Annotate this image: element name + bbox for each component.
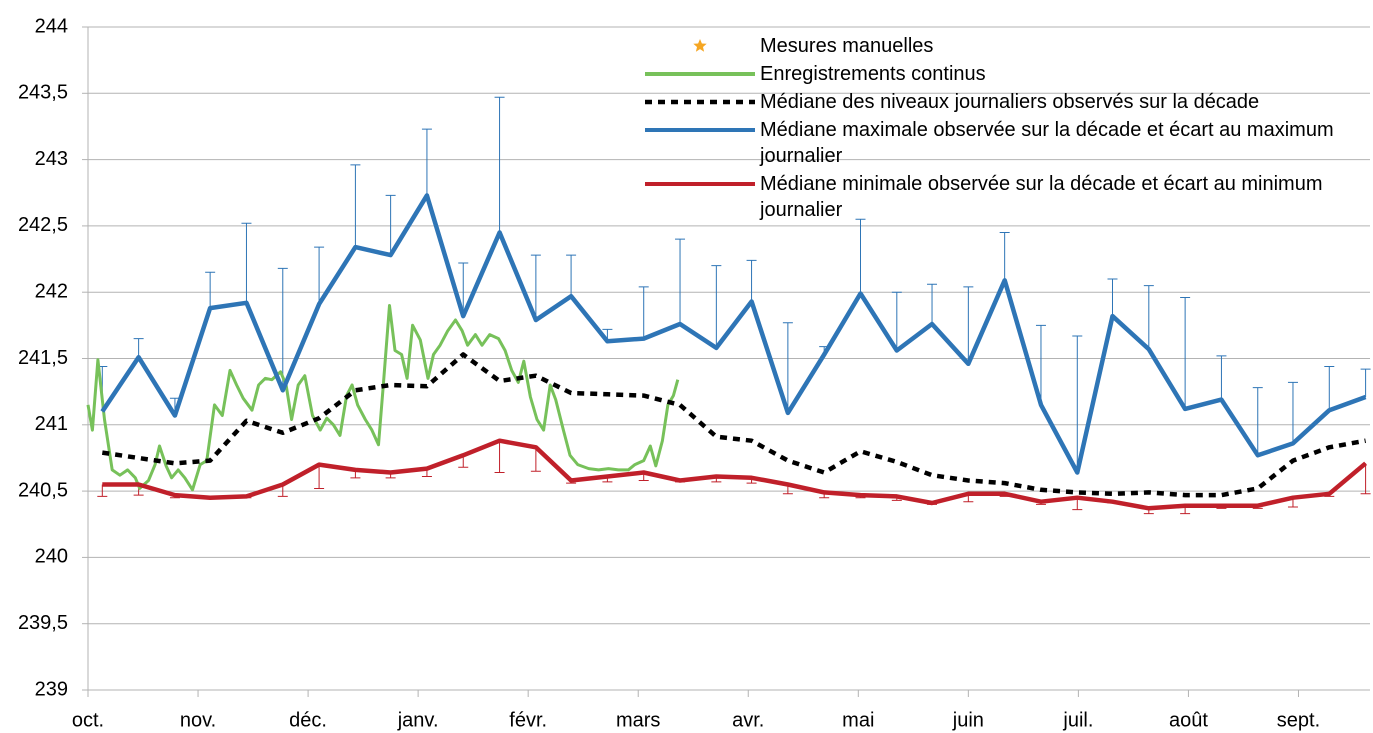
x-tick-label: juin	[952, 709, 984, 731]
y-tick-label: 240,5	[18, 479, 68, 501]
y-tick-label: 241	[35, 413, 68, 435]
error-bar	[1252, 387, 1263, 456]
y-tick-label: 243	[35, 148, 68, 170]
error-bar	[746, 259, 757, 302]
legend: Mesures manuelles Enregistrements continu…	[760, 33, 1372, 225]
y-tick-label: 241,5	[18, 347, 68, 369]
x-tick-label: juil.	[1062, 709, 1093, 731]
error-bar	[782, 322, 793, 413]
error-bar	[1287, 381, 1298, 444]
series-line	[100, 193, 1367, 475]
y-tick-label: 239,5	[18, 612, 68, 634]
x-tick-label: mars	[616, 709, 660, 731]
error-bar	[241, 222, 252, 303]
error-bar	[1324, 365, 1335, 411]
error-bar	[1216, 355, 1227, 400]
y-tick-label: 240	[35, 546, 68, 568]
x-tick-label: févr.	[509, 709, 547, 731]
x-tick-label: avr.	[732, 709, 764, 731]
legend-marker	[693, 39, 707, 52]
error-bar	[530, 254, 541, 321]
error-bar	[314, 246, 325, 305]
x-tick-label: sept.	[1277, 709, 1320, 731]
legend-label: Médiane maximale observée sur la décade …	[760, 119, 1334, 167]
error-bar	[494, 96, 505, 233]
x-tick-label: nov.	[180, 709, 216, 731]
x-tick-label: déc.	[289, 709, 327, 731]
error-bar	[314, 464, 325, 489]
error-bar	[1360, 368, 1371, 397]
error-bar	[675, 238, 686, 325]
y-tick-label: 242,5	[18, 214, 68, 236]
error-bar	[999, 232, 1010, 281]
y-tick-label: 242	[35, 280, 68, 302]
legend-label: Enregistrements continus	[760, 63, 986, 85]
y-tick-label: 243,5	[18, 82, 68, 104]
error-bar	[566, 254, 577, 297]
y-tick-label: 239	[35, 678, 68, 700]
error-bar	[350, 164, 361, 248]
x-tick-label: août	[1169, 709, 1208, 731]
error-bar	[1107, 278, 1118, 317]
error-bar	[927, 283, 938, 325]
error-bar	[638, 286, 649, 339]
legend-label: Mesures manuelles	[760, 35, 934, 57]
y-tick-label: 244	[35, 15, 68, 37]
x-tick-label: mai	[842, 709, 874, 731]
error-bar	[205, 271, 216, 309]
series-line	[86, 304, 680, 492]
error-bar	[385, 194, 396, 256]
error-bar	[530, 447, 541, 472]
error-bar	[1035, 324, 1046, 405]
error-bar	[855, 218, 866, 294]
legend-label: Médiane des niveaux journaliers observés…	[760, 91, 1260, 113]
error-bar	[494, 440, 505, 474]
error-bar	[1143, 285, 1154, 350]
series-line	[102, 438, 1368, 511]
error-bar	[963, 286, 974, 364]
series-line	[101, 352, 1367, 498]
error-bar	[891, 291, 902, 351]
error-bar	[1180, 297, 1191, 409]
error-bar	[458, 262, 469, 317]
x-tick-label: oct.	[72, 709, 104, 731]
error-bar	[711, 265, 722, 348]
error-bar	[277, 267, 288, 391]
error-bar	[1360, 463, 1371, 495]
error-bar	[1072, 335, 1083, 473]
x-tick-label: janv.	[397, 709, 439, 731]
legend-label: Médiane minimale observée sur la décade …	[760, 173, 1323, 221]
error-bar	[421, 128, 432, 196]
error-bar	[133, 338, 144, 358]
